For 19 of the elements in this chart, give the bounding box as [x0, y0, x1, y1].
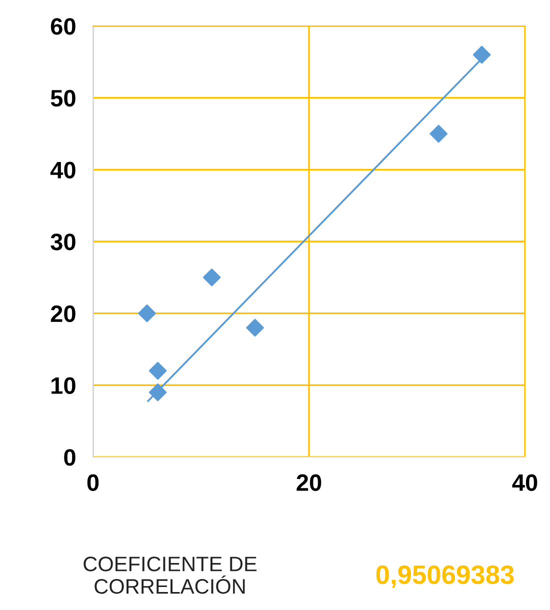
point — [148, 362, 167, 380]
y-tick-label: 60 — [50, 18, 76, 35]
point — [246, 318, 264, 337]
point — [148, 383, 167, 402]
point — [472, 46, 491, 64]
y-tick-label: 20 — [50, 305, 76, 322]
text: 0,95069383 — [376, 565, 514, 588]
point — [202, 268, 221, 286]
y-tick-label: 40 — [50, 162, 76, 178]
point — [138, 304, 156, 322]
y-tick-label: 0 — [64, 449, 76, 466]
y-tick-label: 10 — [52, 377, 76, 394]
x-tick-label: 0 — [87, 474, 99, 492]
x-tick-label: 40 — [512, 474, 538, 492]
x-tick-label: 20 — [296, 474, 322, 492]
point — [430, 124, 448, 143]
text: COEFICIENTE DE CORRELACIÓN — [84, 556, 256, 594]
y-tick-label: 30 — [50, 234, 76, 250]
y-tick-label: 50 — [50, 90, 76, 107]
